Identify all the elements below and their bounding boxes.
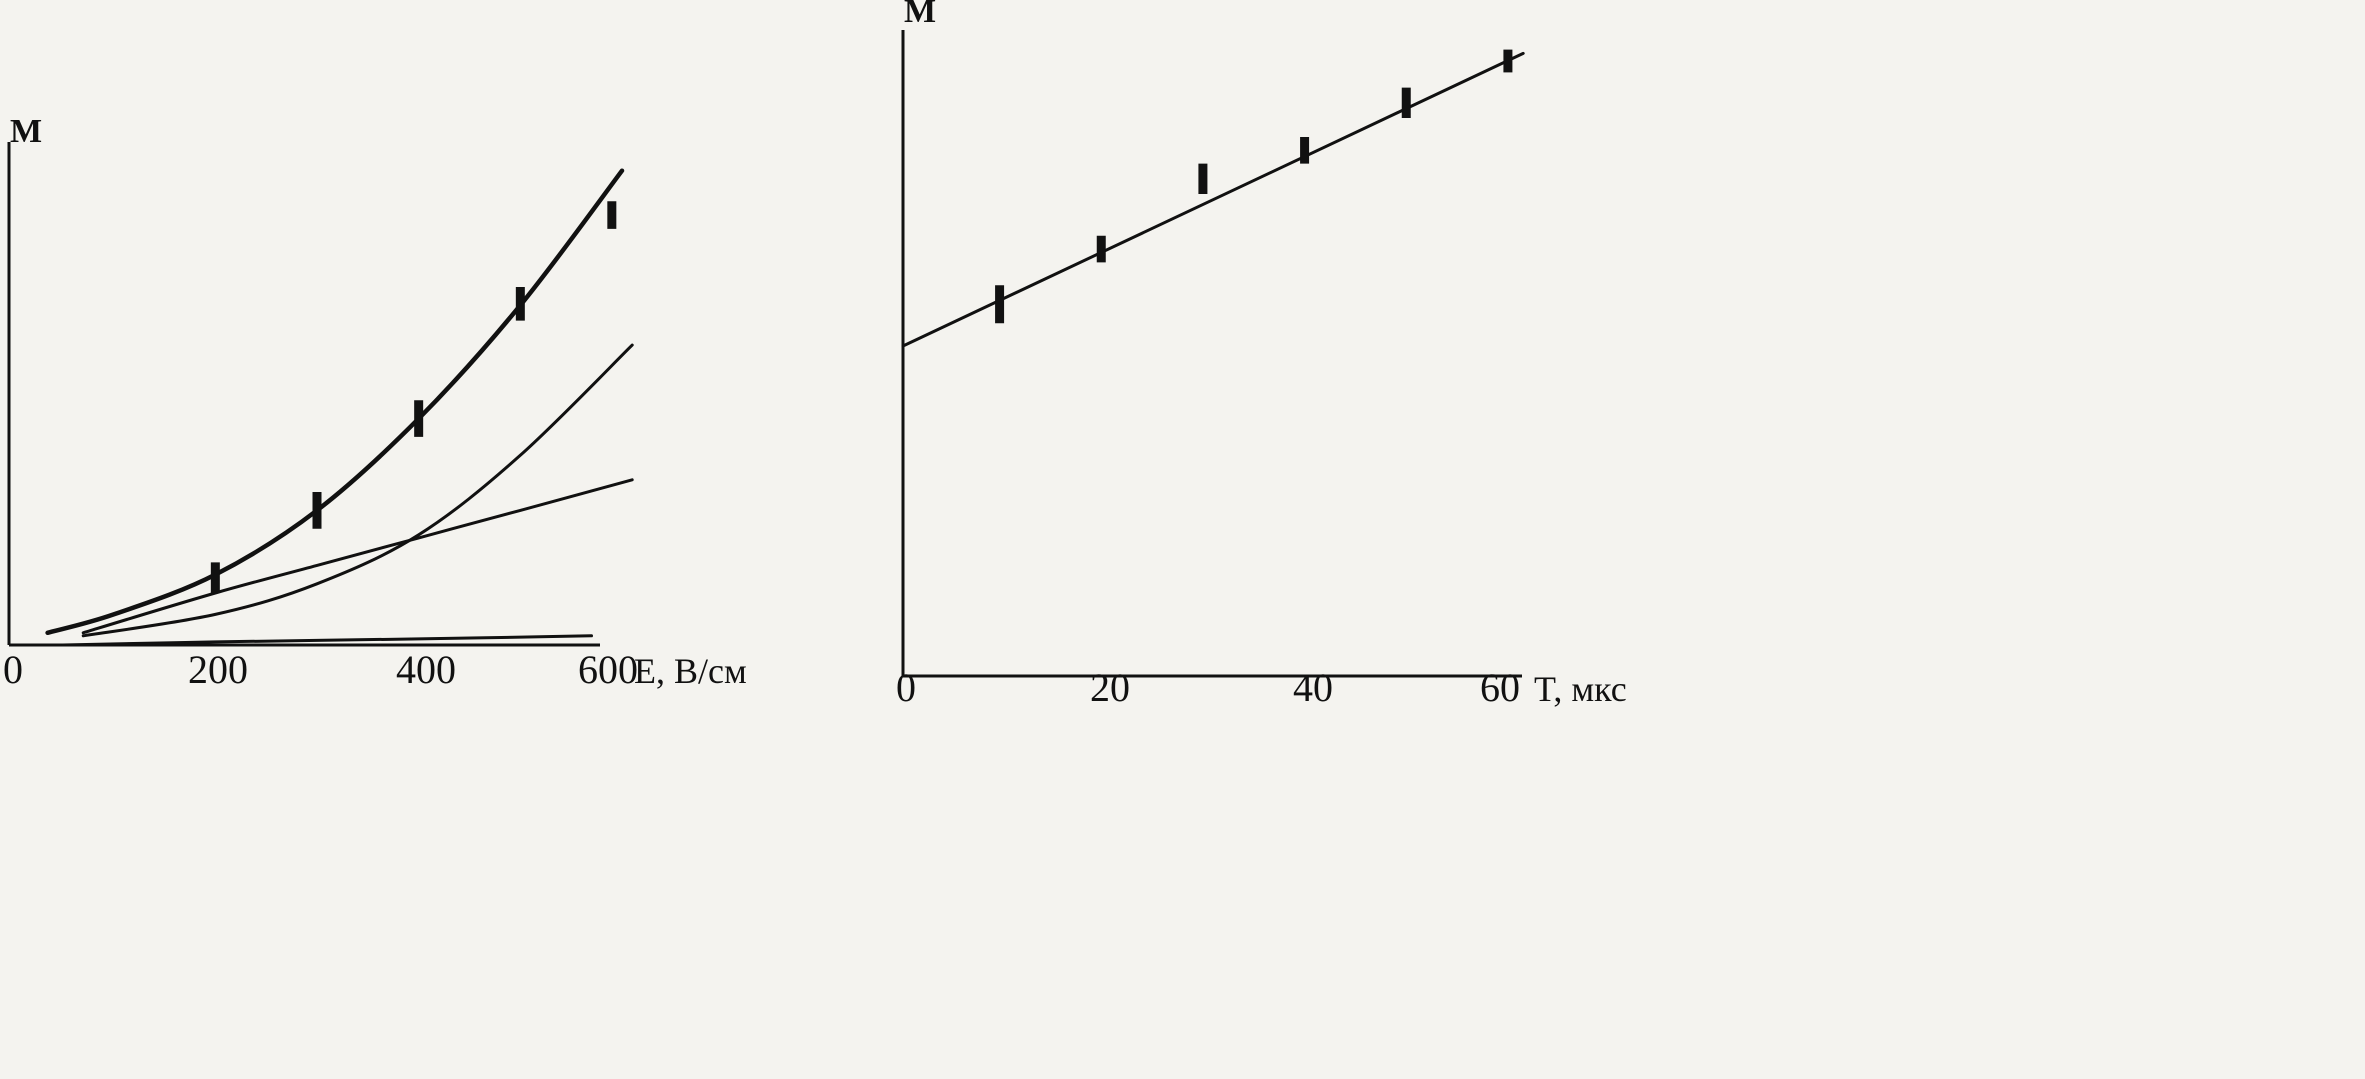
chart-right: M 0 20 40 60 T, мкс <box>896 0 1627 710</box>
left-x-axis-label: E, В/см <box>634 651 747 691</box>
left-x-tick-label: 200 <box>188 647 248 692</box>
left-curve-2 <box>81 343 634 638</box>
right-x-tick-label: 40 <box>1293 665 1333 710</box>
left-x-tick-label: 600 <box>578 647 638 692</box>
right-x-tick-label: 20 <box>1090 665 1130 710</box>
right-curve-1 <box>901 51 1525 348</box>
left-y-axis-label: M <box>10 113 42 150</box>
right-x-axis-label: T, мкс <box>1534 669 1627 709</box>
left-curve-4 <box>61 634 593 647</box>
left-curve-3 <box>81 478 634 635</box>
left-curve-1 <box>45 168 625 636</box>
left-x-tick-label: 400 <box>396 647 456 692</box>
right-x-tick-label: 0 <box>896 665 916 710</box>
right-y-axis-label: M <box>904 0 936 30</box>
left-x-tick-label: 0 <box>3 647 23 692</box>
right-x-tick-label: 60 <box>1480 665 1520 710</box>
